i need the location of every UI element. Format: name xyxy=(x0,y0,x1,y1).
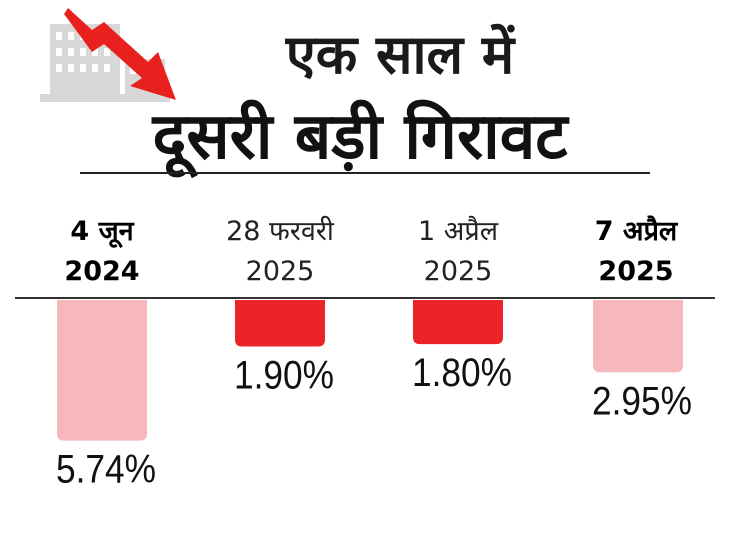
bar-2 xyxy=(235,300,325,347)
value-label-1: 5.74% xyxy=(56,448,156,492)
category-label-3-line2: 2025 xyxy=(423,256,493,287)
category-label-3-line1: 1 अप्रैल xyxy=(417,216,499,247)
down-trend-arrow-icon xyxy=(64,8,176,100)
value-label-3: 1.80% xyxy=(412,351,512,395)
value-label-4: 2.95% xyxy=(592,379,692,423)
title-line-2: दूसरी बड़ी गिरावट xyxy=(152,100,568,174)
category-header-2: 28 फरवरी 2025 xyxy=(205,212,355,292)
bar-4 xyxy=(593,300,683,373)
bar-3 xyxy=(413,300,503,345)
category-header-1: 4 जून 2024 xyxy=(27,212,177,292)
category-label-1-line1: 4 जून xyxy=(70,216,134,247)
category-label-2-line2: 2025 xyxy=(245,256,315,287)
category-header-3: 1 अप्रैल 2025 xyxy=(383,212,533,292)
category-label-4-line1: 7 अप्रैल xyxy=(594,216,678,247)
category-label-2-line1: 28 फरवरी xyxy=(226,216,334,247)
market-fall-logo xyxy=(40,8,176,102)
category-label-4-line2: 2025 xyxy=(598,256,674,287)
title-line-1: एक साल में xyxy=(285,23,515,86)
title-underline xyxy=(80,172,650,174)
value-label-2: 1.90% xyxy=(234,354,334,398)
bar-1 xyxy=(57,300,147,441)
category-label-1-line2: 2024 xyxy=(64,256,140,287)
category-header-4: 7 अप्रैल 2025 xyxy=(561,212,711,292)
